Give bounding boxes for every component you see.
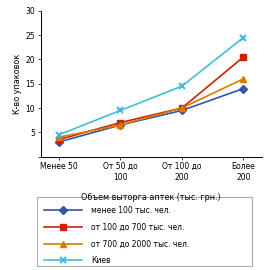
от 100 до 700 тыс. чел. [180,106,184,110]
Text: от 100 до 700 тыс. чел.: от 100 до 700 тыс. чел. [91,223,185,232]
менее 100 тыс. чел. [57,140,60,144]
менее 100 тыс. чел. [242,87,245,90]
Line: от 100 до 700 тыс. чел.: от 100 до 700 тыс. чел. [56,54,246,142]
Y-axis label: К-во упаковок: К-во упаковок [14,53,22,114]
Киев [180,85,184,88]
Line: Киев: Киев [55,34,247,138]
Text: Киев: Киев [91,255,111,265]
менее 100 тыс. чел. [119,123,122,127]
FancyBboxPatch shape [37,197,252,266]
от 700 до 2000 тыс. чел. [57,136,60,139]
Text: от 700 до 2000 тыс. чел.: от 700 до 2000 тыс. чел. [91,239,190,248]
Text: Объем выторга аптек (тыс. грн.): Объем выторга аптек (тыс. грн.) [81,193,221,202]
Text: менее 100 тыс. чел.: менее 100 тыс. чел. [91,206,171,215]
Киев [242,36,245,39]
менее 100 тыс. чел. [180,109,184,112]
от 100 до 700 тыс. чел. [119,121,122,124]
от 100 до 700 тыс. чел. [57,138,60,141]
Line: менее 100 тыс. чел.: менее 100 тыс. чел. [56,86,246,145]
от 700 до 2000 тыс. чел. [119,123,122,127]
Киев [57,133,60,136]
от 700 до 2000 тыс. чел. [180,106,184,110]
Line: от 700 до 2000 тыс. чел.: от 700 до 2000 тыс. чел. [56,76,246,140]
от 700 до 2000 тыс. чел. [242,77,245,80]
Киев [119,109,122,112]
от 100 до 700 тыс. чел. [242,55,245,59]
